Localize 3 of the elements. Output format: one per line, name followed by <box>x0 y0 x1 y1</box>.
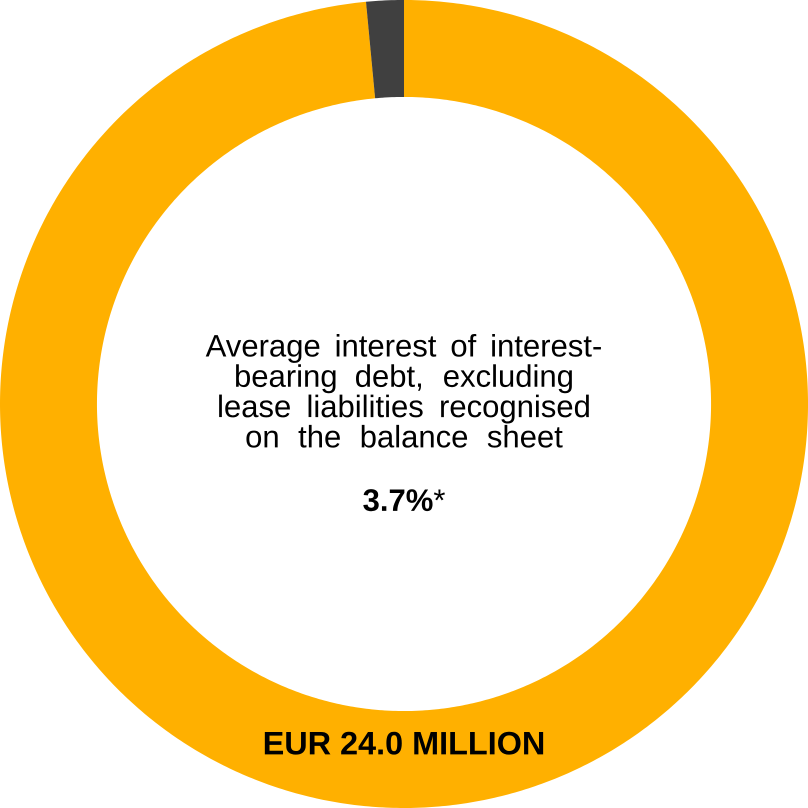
text: EUR 24.0 MILLION <box>264 732 544 755</box>
text: 3.7%* <box>363 489 445 512</box>
text: Average interest of interest-bearing debt, excluding lease liabilities recognised on the balance sheet <box>206 334 601 448</box>
